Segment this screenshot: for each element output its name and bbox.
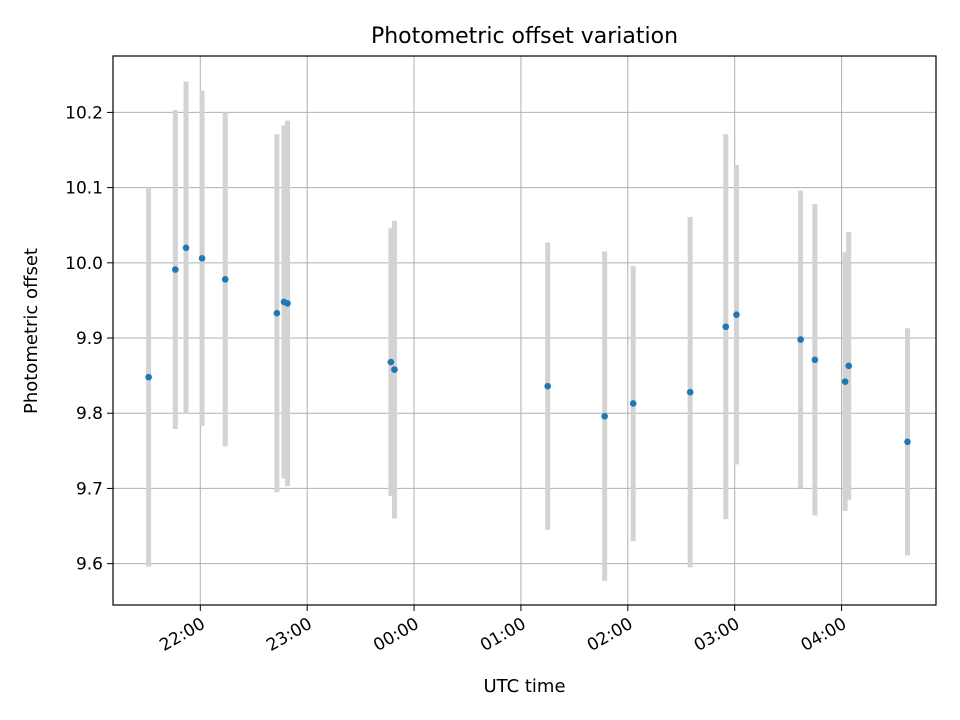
chart-title: Photometric offset variation — [371, 24, 678, 49]
y-tick-label: 9.9 — [76, 329, 103, 349]
y-tick-label: 9.6 — [76, 555, 103, 575]
data-point — [221, 276, 229, 283]
y-tick-label: 10.0 — [65, 254, 103, 274]
y-axis-label: Photometric offset — [21, 248, 42, 414]
data-point — [387, 358, 395, 366]
data-point — [544, 382, 551, 390]
data-point — [172, 266, 179, 273]
data-point — [391, 366, 398, 373]
data-point — [686, 388, 694, 396]
data-points — [145, 244, 911, 446]
data-point — [145, 373, 152, 381]
data-point — [797, 336, 804, 343]
y-axis-ticks: 9.6 9.7 9.8 9.9 10.0 10.1 10.2 — [65, 103, 113, 575]
x-axis-label: UTC time — [483, 676, 565, 697]
data-point — [733, 311, 740, 319]
y-tick-label: 9.7 — [76, 479, 103, 499]
plot-frame — [112, 55, 937, 606]
data-point — [629, 400, 637, 407]
y-tick-label: 10.1 — [65, 179, 103, 199]
data-point — [904, 438, 911, 446]
data-point — [284, 300, 291, 307]
data-point — [722, 323, 730, 331]
data-point — [182, 244, 190, 252]
y-tick-label: 10.2 — [65, 103, 103, 123]
y-tick-label: 9.8 — [76, 404, 103, 424]
data-point — [845, 362, 853, 370]
data-point — [198, 255, 206, 262]
data-point — [841, 378, 849, 385]
data-point — [601, 412, 608, 420]
data-point — [273, 309, 281, 317]
data-point — [811, 356, 819, 364]
